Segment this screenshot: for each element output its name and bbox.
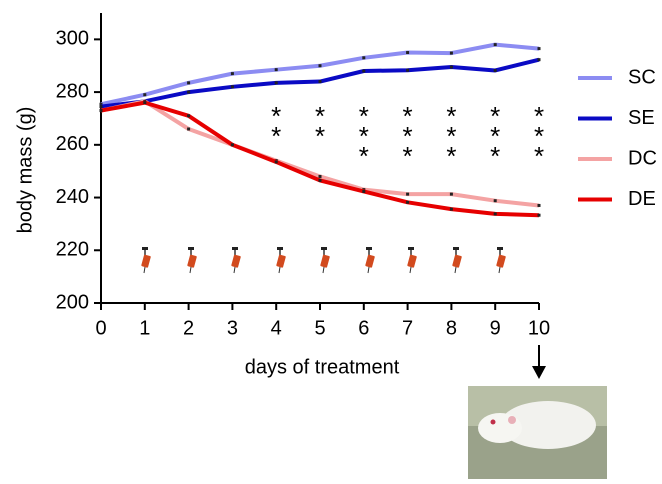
x-tick-label: 1 [139,317,150,339]
point-marker [362,70,365,73]
point-marker [275,68,278,71]
point-marker [494,43,497,46]
x-tick-label: 5 [314,317,325,339]
point-marker [538,47,541,50]
point-marker [231,72,234,75]
point-marker [362,190,365,193]
legend-label: DC [628,147,657,169]
point-marker [100,109,103,112]
point-marker [187,91,190,94]
arrow [532,345,546,379]
point-marker [362,56,365,59]
point-marker [275,160,278,163]
point-marker [231,85,234,88]
point-marker [187,114,190,117]
point-marker [494,212,497,215]
point-marker [319,64,322,67]
point-marker [406,69,409,72]
x-tick-label: 9 [490,317,501,339]
point-marker [406,51,409,54]
point-marker [494,199,497,202]
point-marker [275,81,278,84]
injection-icons [141,247,506,273]
y-tick-label: 300 [56,28,89,50]
point-marker [450,66,453,69]
point-marker [187,128,190,131]
y-tick-label: 260 [56,133,89,155]
legend-label: SC [628,66,656,88]
point-marker [231,143,234,146]
y-tick-label: 200 [56,291,89,313]
legend-label: DE [628,188,656,210]
significance-star: * [403,141,413,171]
x-tick-label: 8 [446,317,457,339]
point-marker [538,204,541,207]
x-tick-label: 10 [528,317,550,339]
y-tick-label: 220 [56,239,89,261]
point-marker [450,193,453,196]
x-tick-label: 0 [95,317,106,339]
legend-label: SE [628,107,655,129]
significance-star: * [271,121,281,151]
point-marker [100,105,103,108]
point-marker [494,69,497,72]
significance-star: * [490,141,500,171]
point-marker [319,175,322,178]
point-marker [187,81,190,84]
significance-star: * [315,121,325,151]
y-tick-label: 280 [56,80,89,102]
point-marker [450,52,453,55]
point-marker [143,93,146,96]
point-marker [319,80,322,83]
significance-star: * [359,141,369,171]
x-tick-label: 7 [402,317,413,339]
point-marker [406,193,409,196]
rat-photo [468,386,607,479]
point-marker [143,101,146,104]
y-axis-label: body mass (g) [14,107,36,234]
x-tick-label: 6 [358,317,369,339]
point-marker [538,214,541,217]
point-marker [319,179,322,182]
x-tick-label: 3 [227,317,238,339]
point-marker [450,208,453,211]
chart: days of treatment body mass (g) 20022024… [0,0,662,479]
y-tick-label: 240 [56,186,89,208]
x-tick-label: 2 [183,317,194,339]
significance-star: * [446,141,456,171]
point-marker [538,58,541,61]
point-marker [406,201,409,204]
x-tick-label: 4 [271,317,282,339]
significance-star: * [534,141,544,171]
x-axis-label: days of treatment [245,356,400,378]
